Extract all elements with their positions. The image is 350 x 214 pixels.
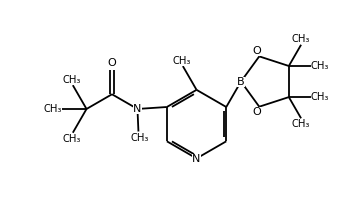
Text: O: O [252, 46, 261, 56]
Text: CH₃: CH₃ [292, 119, 310, 129]
Text: CH₃: CH₃ [130, 133, 149, 143]
Text: CH₃: CH₃ [173, 56, 191, 66]
Text: B: B [237, 77, 245, 86]
Text: O: O [107, 58, 116, 68]
Text: N: N [193, 154, 201, 163]
Text: CH₃: CH₃ [63, 75, 81, 85]
Text: CH₃: CH₃ [63, 134, 81, 144]
Text: O: O [252, 107, 261, 117]
Text: CH₃: CH₃ [310, 61, 329, 71]
Text: CH₃: CH₃ [310, 92, 329, 102]
Text: N: N [133, 104, 142, 114]
Text: CH₃: CH₃ [292, 34, 310, 44]
Text: CH₃: CH₃ [43, 104, 62, 114]
